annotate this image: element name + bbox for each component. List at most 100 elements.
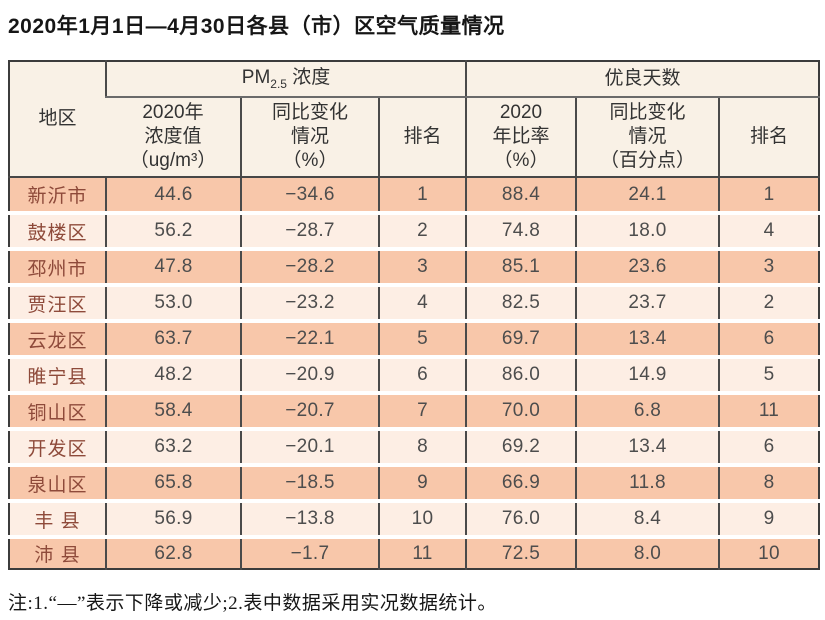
cell-pm-change: −13.8 bbox=[240, 501, 379, 539]
header-group-row: 地区 PM2.5 浓度 优良天数 bbox=[9, 61, 820, 178]
subheader-pm-change: 同比变化 情况 （%） bbox=[240, 97, 379, 178]
cell-pm-value: 63.2 bbox=[105, 429, 241, 467]
header-group-pm25: PM2.5 浓度 bbox=[105, 61, 466, 98]
cell-region: 鼓楼区 bbox=[9, 213, 106, 251]
cell-good-change: 23.7 bbox=[575, 285, 719, 323]
cell-region: 贾汪区 bbox=[9, 285, 106, 323]
cell-good-rank: 11 bbox=[717, 393, 820, 431]
header-region: 地区 bbox=[9, 61, 106, 178]
cell-region: 泉山区 bbox=[9, 465, 106, 503]
table-row: 铜山区 58.4 −20.7 7 70.0 6.8 11 bbox=[9, 393, 820, 431]
cell-region: 沛 县 bbox=[9, 537, 106, 569]
cell-pm-change: −20.9 bbox=[240, 357, 379, 395]
table-row: 睢宁县 48.2 −20.9 6 86.0 14.9 5 bbox=[9, 357, 820, 395]
cell-good-rank: 1 bbox=[717, 177, 820, 215]
cell-good-change: 18.0 bbox=[575, 213, 719, 251]
cell-good-rate: 86.0 bbox=[465, 357, 576, 395]
pm-label-suffix: 浓度 bbox=[286, 67, 331, 89]
cell-good-rate: 72.5 bbox=[465, 537, 576, 569]
cell-good-rate: 70.0 bbox=[465, 393, 576, 431]
cell-pm-rank: 4 bbox=[378, 285, 466, 323]
cell-good-rate: 85.1 bbox=[465, 249, 576, 287]
cell-pm-value: 63.7 bbox=[105, 321, 241, 359]
cell-good-rank: 8 bbox=[717, 465, 820, 503]
cell-pm-value: 44.6 bbox=[105, 177, 241, 215]
cell-pm-value: 58.4 bbox=[105, 393, 241, 431]
cell-pm-rank: 6 bbox=[378, 357, 466, 395]
table-row: 开发区 63.2 −20.1 8 69.2 13.4 6 bbox=[9, 429, 820, 467]
cell-pm-change: −20.1 bbox=[240, 429, 379, 467]
subheader-good-rank: 排名 bbox=[717, 97, 820, 178]
cell-pm-rank: 9 bbox=[378, 465, 466, 503]
cell-good-rate: 74.8 bbox=[465, 213, 576, 251]
table-row: 云龙区 63.7 −22.1 5 69.7 13.4 6 bbox=[9, 321, 820, 359]
table-row: 贾汪区 53.0 −23.2 4 82.5 23.7 2 bbox=[9, 285, 820, 323]
cell-good-rate: 69.2 bbox=[465, 429, 576, 467]
cell-pm-value: 48.2 bbox=[105, 357, 241, 395]
cell-pm-change: −28.7 bbox=[240, 213, 379, 251]
cell-region: 云龙区 bbox=[9, 321, 106, 359]
footnote: 注:1.“—”表示下降或减少;2.表中数据采用实况数据统计。 bbox=[8, 593, 497, 614]
pm-label-subscript: 2.5 bbox=[270, 76, 287, 91]
cell-good-change: 13.4 bbox=[575, 321, 719, 359]
cell-good-change: 6.8 bbox=[575, 393, 719, 431]
cell-good-rank: 4 bbox=[717, 213, 820, 251]
header-sub-row: 2020年 浓度值 （ug/m³） 同比变化 情况 （%） 排名 2020 年比… bbox=[9, 97, 820, 178]
table-row: 邳州市 47.8 −28.2 3 85.1 23.6 3 bbox=[9, 249, 820, 287]
table-row: 新沂市 44.6 −34.6 1 88.4 24.1 1 bbox=[9, 177, 820, 215]
cell-pm-change: −1.7 bbox=[240, 537, 379, 569]
cell-good-rate: 82.5 bbox=[465, 285, 576, 323]
cell-good-rank: 3 bbox=[717, 249, 820, 287]
subheader-good-rate: 2020 年比率 （%） bbox=[465, 97, 576, 178]
cell-region: 铜山区 bbox=[9, 393, 106, 431]
table-header: 地区 PM2.5 浓度 优良天数 2020年 浓度值 （ug/m³） 同比变化 … bbox=[9, 61, 820, 178]
header-group-good-days: 优良天数 bbox=[464, 61, 820, 98]
table-row: 丰 县 56.9 −13.8 10 76.0 8.4 9 bbox=[9, 501, 820, 539]
table-row: 泉山区 65.8 −18.5 9 66.9 11.8 8 bbox=[9, 465, 820, 503]
cell-good-change: 8.0 bbox=[575, 537, 719, 569]
cell-pm-rank: 10 bbox=[378, 501, 466, 539]
subheader-good-change: 同比变化 情况 （百分点） bbox=[575, 97, 719, 178]
cell-pm-rank: 7 bbox=[378, 393, 466, 431]
air-quality-table: 地区 PM2.5 浓度 优良天数 2020年 浓度值 （ug/m³） 同比变化 … bbox=[8, 60, 821, 570]
cell-pm-rank: 1 bbox=[378, 177, 466, 215]
table-row: 鼓楼区 56.2 −28.7 2 74.8 18.0 4 bbox=[9, 213, 820, 251]
cell-pm-value: 56.9 bbox=[105, 501, 241, 539]
cell-pm-rank: 11 bbox=[378, 537, 466, 569]
cell-good-rank: 2 bbox=[717, 285, 820, 323]
cell-good-rate: 66.9 bbox=[465, 465, 576, 503]
cell-pm-rank: 2 bbox=[378, 213, 466, 251]
cell-pm-value: 65.8 bbox=[105, 465, 241, 503]
cell-good-change: 13.4 bbox=[575, 429, 719, 467]
pm-label-prefix: PM bbox=[241, 67, 271, 89]
cell-good-rank: 6 bbox=[717, 429, 820, 467]
cell-region: 丰 县 bbox=[9, 501, 106, 539]
cell-region: 新沂市 bbox=[9, 177, 106, 215]
cell-pm-change: −23.2 bbox=[240, 285, 379, 323]
cell-pm-value: 47.8 bbox=[105, 249, 241, 287]
cell-pm-rank: 5 bbox=[378, 321, 466, 359]
cell-pm-change: −22.1 bbox=[240, 321, 379, 359]
cell-good-rate: 88.4 bbox=[465, 177, 576, 215]
cell-region: 邳州市 bbox=[9, 249, 106, 287]
table-body: 新沂市 44.6 −34.6 1 88.4 24.1 1 鼓楼区 56.2 −2… bbox=[9, 177, 820, 569]
cell-pm-change: −34.6 bbox=[240, 177, 379, 215]
cell-good-rate: 69.7 bbox=[465, 321, 576, 359]
cell-region: 开发区 bbox=[9, 429, 106, 467]
cell-pm-change: −20.7 bbox=[240, 393, 379, 431]
cell-pm-value: 62.8 bbox=[105, 537, 241, 569]
cell-good-rank: 6 bbox=[717, 321, 820, 359]
cell-good-change: 14.9 bbox=[575, 357, 719, 395]
cell-region: 睢宁县 bbox=[9, 357, 106, 395]
cell-good-rank: 9 bbox=[717, 501, 820, 539]
table-row: 沛 县 62.8 −1.7 11 72.5 8.0 10 bbox=[9, 537, 820, 569]
page-title: 2020年1月1日—4月30日各县（市）区空气质量情况 bbox=[8, 15, 505, 38]
cell-pm-change: −18.5 bbox=[240, 465, 379, 503]
subheader-pm-value: 2020年 浓度值 （ug/m³） bbox=[106, 97, 241, 178]
cell-good-change: 24.1 bbox=[575, 177, 719, 215]
cell-good-change: 8.4 bbox=[575, 501, 719, 539]
cell-pm-value: 53.0 bbox=[105, 285, 241, 323]
cell-pm-rank: 3 bbox=[378, 249, 466, 287]
cell-pm-value: 56.2 bbox=[105, 213, 241, 251]
